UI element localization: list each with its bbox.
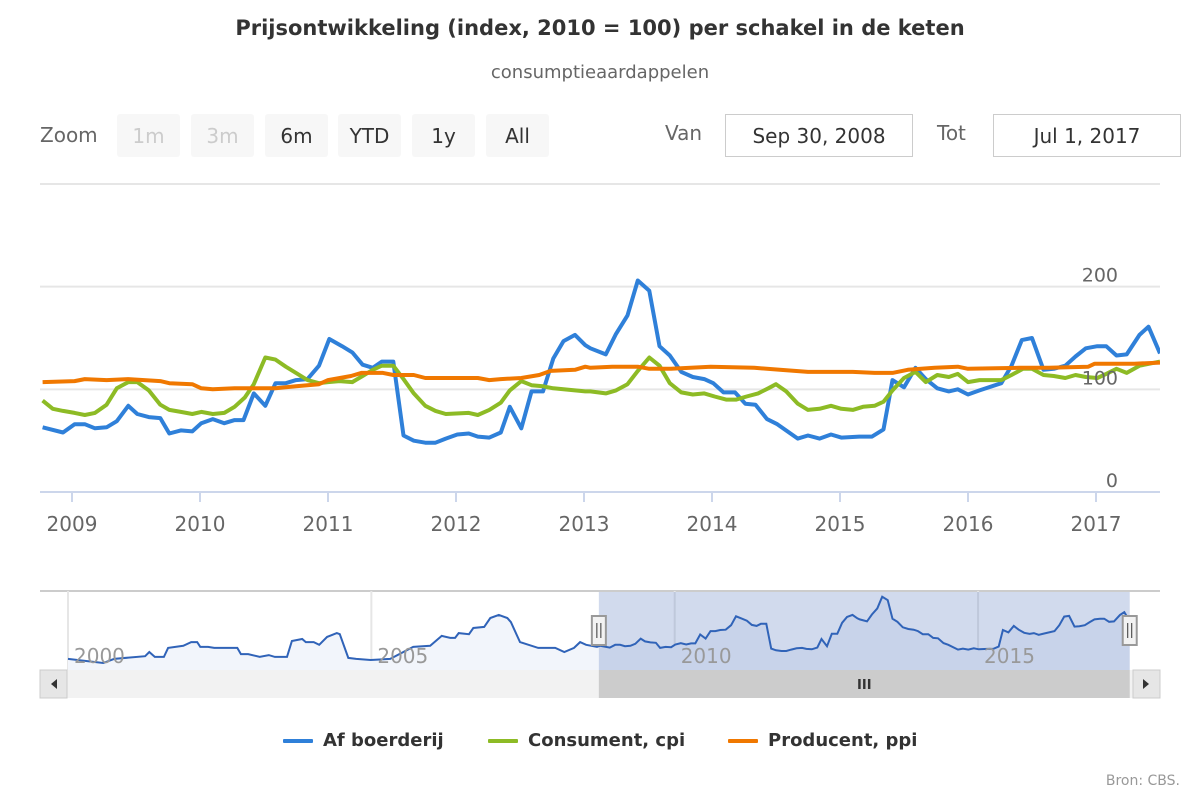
credits[interactable]: Bron: CBS. xyxy=(1105,773,1180,789)
zoom-3m-button[interactable]: 3m xyxy=(191,114,254,157)
legend-item-consument-cpi[interactable]: Consument, cpi xyxy=(488,730,685,751)
navigator-tick-label: 2015 xyxy=(984,644,1035,668)
legend-label: Producent, ppi xyxy=(768,730,918,751)
from-date-input[interactable]: Sep 30, 2008 xyxy=(725,114,913,157)
zoom-1m-button[interactable]: 1m xyxy=(117,114,180,157)
x-tick-label: 2017 xyxy=(1071,512,1122,536)
navigator-tick-label: 2005 xyxy=(377,644,428,668)
zoom-label: Zoom xyxy=(40,123,98,147)
scrollbar-grip-icon: III xyxy=(857,678,872,693)
handle-box[interactable] xyxy=(590,615,607,646)
zoom-all-button[interactable]: All xyxy=(486,114,549,157)
chart-subtitle: consumptieaardappelen xyxy=(490,62,710,83)
scrollbar-thumb[interactable] xyxy=(598,670,1130,698)
navigator-series-line xyxy=(67,595,1131,665)
y-tick-label: 200 xyxy=(1082,265,1118,287)
x-tick-label: 2010 xyxy=(175,512,226,536)
arrow-right-icon xyxy=(1143,679,1149,689)
series-line-af-boerderij[interactable] xyxy=(42,278,1160,445)
legend-label: Af boerderij xyxy=(323,730,444,751)
to-date-input[interactable]: Jul 1, 2017 xyxy=(993,114,1181,157)
zoom-6m-button[interactable]: 6m xyxy=(265,114,328,157)
navigator-handle-left[interactable] xyxy=(590,615,607,646)
series-line-consument-cpi[interactable] xyxy=(41,355,1160,417)
x-tick-label: 2014 xyxy=(687,512,738,536)
legend-item-af-boerderij[interactable]: Af boerderij xyxy=(283,730,444,751)
x-tick-label: 2009 xyxy=(47,512,98,536)
x-tick-label: 2016 xyxy=(943,512,994,536)
zoom-ytd-button[interactable]: YTD xyxy=(338,114,401,157)
navigator-handle-right[interactable] xyxy=(1121,615,1138,646)
x-tick-label: 2015 xyxy=(815,512,866,536)
navigator-area xyxy=(68,596,1130,670)
legend-line-icon xyxy=(488,738,518,743)
x-tick-label: 2011 xyxy=(303,512,354,536)
x-tick-label: 2013 xyxy=(559,512,610,536)
from-label: Van xyxy=(665,121,703,145)
navigator-tick-label: 2000 xyxy=(74,644,125,668)
navigator-tick-label: 2010 xyxy=(681,644,732,668)
legend-line-icon xyxy=(283,738,313,743)
y-tick-label: 0 xyxy=(1106,470,1118,492)
y-tick-label: 100 xyxy=(1082,367,1118,389)
x-tick-label: 2012 xyxy=(431,512,482,536)
legend-item-producent-ppi[interactable]: Producent, ppi xyxy=(728,730,917,751)
chart-title: Prijsontwikkeling (index, 2010 = 100) pe… xyxy=(235,16,965,40)
arrow-left-icon xyxy=(51,679,57,689)
series-line-producent-ppi[interactable] xyxy=(42,360,1160,392)
zoom-1y-button[interactable]: 1y xyxy=(412,114,475,157)
to-label: Tot xyxy=(937,121,966,145)
legend-label: Consument, cpi xyxy=(528,730,686,751)
navigator-selected-range[interactable] xyxy=(598,592,1130,670)
scrollbar-left-button[interactable] xyxy=(39,669,68,699)
handle-box[interactable] xyxy=(1121,615,1138,646)
legend-line-icon xyxy=(728,738,758,743)
scrollbar-right-button[interactable] xyxy=(1132,669,1161,699)
